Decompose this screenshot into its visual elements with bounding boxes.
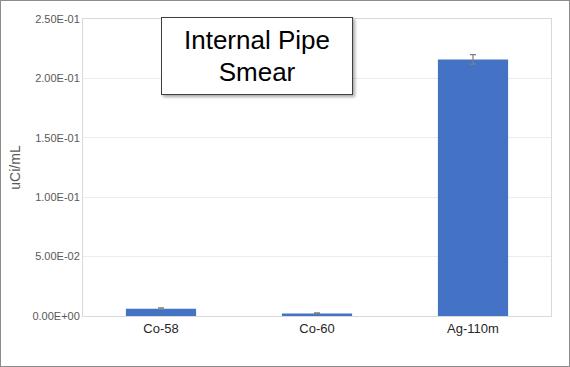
svg-text:2.00E-01: 2.00E-01 bbox=[35, 72, 80, 84]
svg-text:0.00E+00: 0.00E+00 bbox=[32, 310, 79, 322]
html-text:Internal Pipe Smear: Internal Pipe Smear bbox=[184, 25, 330, 87]
svg-text:1.00E-01: 1.00E-01 bbox=[35, 191, 80, 203]
svg-text:Co-58: Co-58 bbox=[143, 321, 178, 336]
svg-text:Co-60: Co-60 bbox=[299, 321, 334, 336]
svg-text:5.00E-02: 5.00E-02 bbox=[35, 250, 80, 262]
svg-text:Ag-110m: Ag-110m bbox=[447, 321, 499, 336]
svg-text:2.50E-01: 2.50E-01 bbox=[35, 13, 80, 25]
svg-text:1.50E-01: 1.50E-01 bbox=[35, 132, 80, 144]
svg-text:uCi/mL: uCi/mL bbox=[7, 145, 23, 190]
